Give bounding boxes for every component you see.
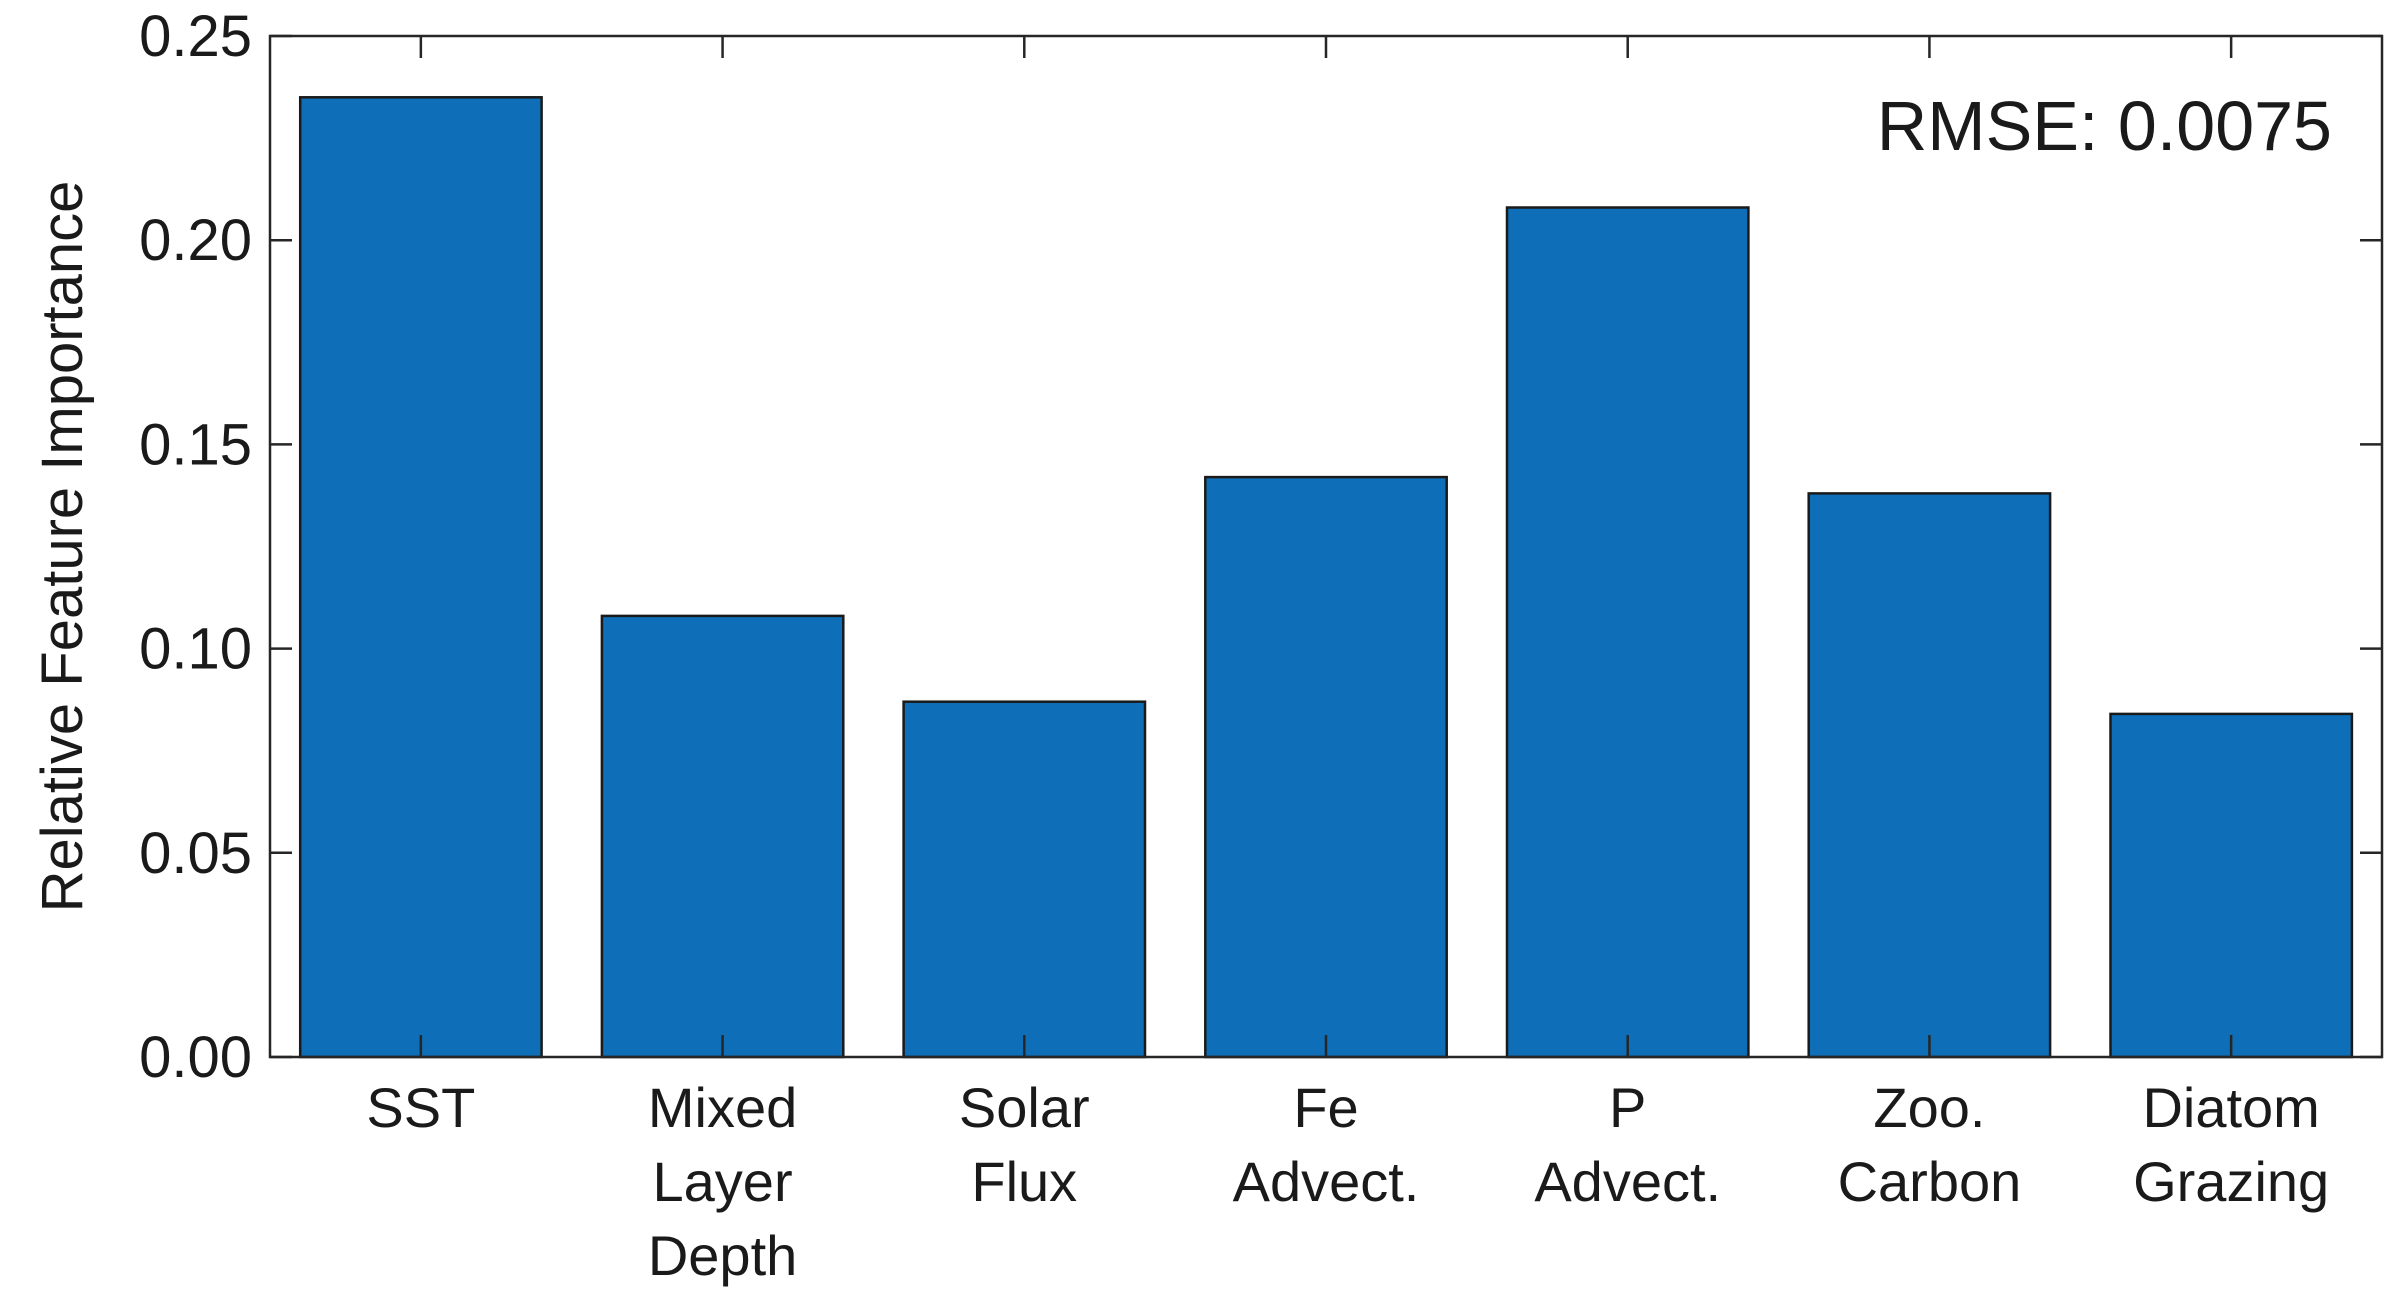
- bar-5: [1807, 492, 2052, 1059]
- y-axis-label: Relative Feature Importance: [30, 181, 95, 913]
- labels-layer: 0.00 0.05 0.10 0.15 0.20 0.25 SST Mixed Layer Dep…: [139, 4, 2329, 1287]
- bar-4: [1505, 206, 1750, 1059]
- bar-0: [298, 96, 543, 1059]
- bar-3: [1204, 475, 1448, 1059]
- x-tick-label-0: SST: [366, 1076, 475, 1139]
- bar-6: [2109, 712, 2354, 1059]
- axes-layer: [268, 34, 2384, 1059]
- bar-1: [600, 614, 845, 1059]
- y-tick-label-1: 0.05: [139, 821, 252, 886]
- x-tick-label-5: Zoo. Carbon: [1838, 1076, 2022, 1213]
- y-tick-label-4: 0.20: [139, 208, 252, 273]
- y-tick-label-0: 0.00: [139, 1025, 252, 1090]
- bar-2: [902, 700, 1147, 1059]
- rmse-annotation: RMSE: 0.0075: [1877, 87, 2332, 165]
- bars-layer: [298, 96, 2354, 1059]
- x-tick-label-4: P Advect.: [1534, 1076, 1721, 1213]
- x-tick-label-2: Solar Flux: [959, 1076, 1090, 1213]
- x-tick-label-1: Mixed Layer Depth: [648, 1076, 797, 1287]
- x-tick-label-6: Diatom Grazing: [2133, 1076, 2329, 1213]
- y-tick-label-3: 0.15: [139, 412, 252, 477]
- y-tick-label-2: 0.10: [139, 617, 252, 682]
- y-tick-label-5: 0.25: [139, 4, 252, 69]
- x-tick-label-3: Fe Advect.: [1233, 1076, 1420, 1213]
